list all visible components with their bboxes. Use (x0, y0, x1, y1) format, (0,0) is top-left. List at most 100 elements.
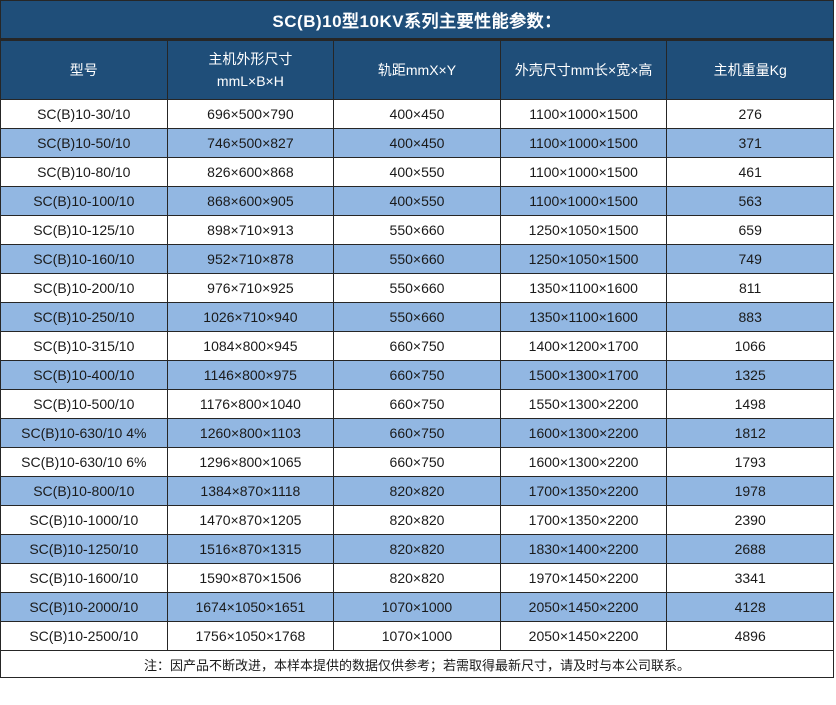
table-cell: SC(B)10-1000/10 (0, 505, 168, 535)
table-cell: 1250×1050×1500 (499, 215, 668, 245)
table-cell: 1260×800×1103 (166, 418, 335, 448)
table-cell: 1500×1300×1700 (499, 360, 668, 390)
table-cell: 550×660 (333, 215, 501, 245)
table-row: SC(B)10-1250/10 1516×870×1315 820×820 1830×… (0, 534, 834, 564)
table-row: SC(B)10-315/10 1084×800×945 660×750 1400×12… (0, 331, 834, 361)
table-cell: 1700×1350×2200 (499, 476, 668, 506)
table-cell: 1550×1300×2200 (499, 389, 668, 419)
table-cell: 550×660 (333, 302, 501, 332)
table-cell: 659 (666, 215, 834, 245)
table-cell: 1590×870×1506 (166, 563, 335, 593)
table-cell: 1400×1200×1700 (499, 331, 668, 361)
table-cell: 4128 (666, 592, 834, 622)
table-row: SC(B)10-100/10 868×600×905 400×550 1100×100… (0, 186, 834, 216)
table-cell: SC(B)10-630/10 4% (0, 418, 168, 448)
table-cell: 1384×870×1118 (166, 476, 335, 506)
table-cell: 400×550 (333, 186, 501, 216)
table-cell: SC(B)10-630/10 6% (0, 447, 168, 477)
table-cell: 820×820 (333, 476, 501, 506)
table-row: SC(B)10-80/10 826×600×868 400×550 1100×1000… (0, 157, 834, 187)
table-row: SC(B)10-200/10 976×710×925 550×660 1350×110… (0, 273, 834, 303)
table-cell: 746×500×827 (166, 128, 335, 158)
table-cell: 1100×1000×1500 (499, 186, 668, 216)
table-cell: SC(B)10-1250/10 (0, 534, 168, 564)
table-row: SC(B)10-630/10 6% 1296×800×1065 660×750 160… (0, 447, 834, 477)
table-cell: 400×450 (333, 128, 501, 158)
table-cell: 1070×1000 (333, 621, 501, 651)
table-cell: SC(B)10-800/10 (0, 476, 168, 506)
table-cell: 1674×1050×1651 (166, 592, 335, 622)
table-cell: SC(B)10-50/10 (0, 128, 168, 158)
table-row: SC(B)10-500/10 1176×800×1040 660×750 1550×1… (0, 389, 834, 419)
table-cell: 550×660 (333, 273, 501, 303)
table-cell: 1812 (666, 418, 834, 448)
table-cell: 1830×1400×2200 (499, 534, 668, 564)
table-cell: 1325 (666, 360, 834, 390)
table-row: SC(B)10-50/10 746×500×827 400×450 1100×1000… (0, 128, 834, 158)
table-cell: 1070×1000 (333, 592, 501, 622)
table-cell: 461 (666, 157, 834, 187)
col-header-shell-size: 外壳尺寸mm长×宽×高 (499, 40, 668, 100)
table-row: SC(B)10-1000/10 1470×870×1205 820×820 1700×… (0, 505, 834, 535)
table-cell: 660×750 (333, 331, 501, 361)
table-header: 型号 主机外形尺寸 mmL×B×H 轨距mmX×Y 外壳尺寸mm长×宽×高 主机… (0, 40, 834, 100)
table-row: SC(B)10-2500/10 1756×1050×1768 1070×1000 20… (0, 621, 834, 651)
col-header-model: 型号 (0, 40, 168, 100)
table-cell: 1498 (666, 389, 834, 419)
table-cell: 1066 (666, 331, 834, 361)
table-cell: 1756×1050×1768 (166, 621, 335, 651)
header-row: 型号 主机外形尺寸 mmL×B×H 轨距mmX×Y 外壳尺寸mm长×宽×高 主机… (0, 40, 834, 100)
table-cell: SC(B)10-160/10 (0, 244, 168, 274)
table-cell: 826×600×868 (166, 157, 335, 187)
table-cell: 696×500×790 (166, 99, 335, 129)
footer-note: 注：因产品不断改进，本样本提供的数据仅供参考；若需取得最新尺寸，请及时与本公司联… (0, 651, 834, 678)
table-cell: SC(B)10-2000/10 (0, 592, 168, 622)
table-cell: SC(B)10-315/10 (0, 331, 168, 361)
table-cell: 820×820 (333, 534, 501, 564)
table-cell: 2050×1450×2200 (499, 592, 668, 622)
table-cell: 1600×1300×2200 (499, 447, 668, 477)
table-row: SC(B)10-1600/10 1590×870×1506 820×820 1970×… (0, 563, 834, 593)
table-cell: SC(B)10-400/10 (0, 360, 168, 390)
table-cell: 660×750 (333, 360, 501, 390)
table-cell: 1978 (666, 476, 834, 506)
table-cell: 1176×800×1040 (166, 389, 335, 419)
table-cell: 1146×800×975 (166, 360, 335, 390)
page-title: SC(B)10型10KV系列主要性能参数： (0, 0, 834, 40)
table-row: SC(B)10-400/10 1146×800×975 660×750 1500×13… (0, 360, 834, 390)
table-cell: 883 (666, 302, 834, 332)
table-cell: 2050×1450×2200 (499, 621, 668, 651)
table-cell: 868×600×905 (166, 186, 335, 216)
table-cell: SC(B)10-125/10 (0, 215, 168, 245)
table-cell: 1296×800×1065 (166, 447, 335, 477)
table-cell: 1700×1350×2200 (499, 505, 668, 535)
table-cell: 1516×870×1315 (166, 534, 335, 564)
table-cell: 660×750 (333, 447, 501, 477)
table-row: SC(B)10-2000/10 1674×1050×1651 1070×1000 20… (0, 592, 834, 622)
table-body: SC(B)10-30/10 696×500×790 400×450 1100×1000… (0, 99, 834, 651)
table-cell: 660×750 (333, 389, 501, 419)
table-cell: 400×450 (333, 99, 501, 129)
table-cell: 1350×1100×1600 (499, 273, 668, 303)
table-cell: 2390 (666, 505, 834, 535)
table-cell: 1100×1000×1500 (499, 128, 668, 158)
table-cell: SC(B)10-2500/10 (0, 621, 168, 651)
table-cell: SC(B)10-80/10 (0, 157, 168, 187)
table-cell: 1084×800×945 (166, 331, 335, 361)
table-row: SC(B)10-630/10 4% 1260×800×1103 660×750 160… (0, 418, 834, 448)
table-cell: SC(B)10-250/10 (0, 302, 168, 332)
table-cell: 952×710×878 (166, 244, 335, 274)
table-cell: 1793 (666, 447, 834, 477)
table-cell: 749 (666, 244, 834, 274)
col-header-track-gauge: 轨距mmX×Y (333, 40, 501, 100)
table-row: SC(B)10-125/10 898×710×913 550×660 1250×105… (0, 215, 834, 245)
table-cell: 550×660 (333, 244, 501, 274)
spec-table: 型号 主机外形尺寸 mmL×B×H 轨距mmX×Y 外壳尺寸mm长×宽×高 主机… (0, 40, 834, 651)
table-cell: 1100×1000×1500 (499, 157, 668, 187)
table-cell: 400×550 (333, 157, 501, 187)
col-header-main-dimensions: 主机外形尺寸 mmL×B×H (166, 40, 335, 100)
table-cell: 1600×1300×2200 (499, 418, 668, 448)
col-header-weight: 主机重量Kg (666, 40, 834, 100)
table-row: SC(B)10-160/10 952×710×878 550×660 1250×105… (0, 244, 834, 274)
